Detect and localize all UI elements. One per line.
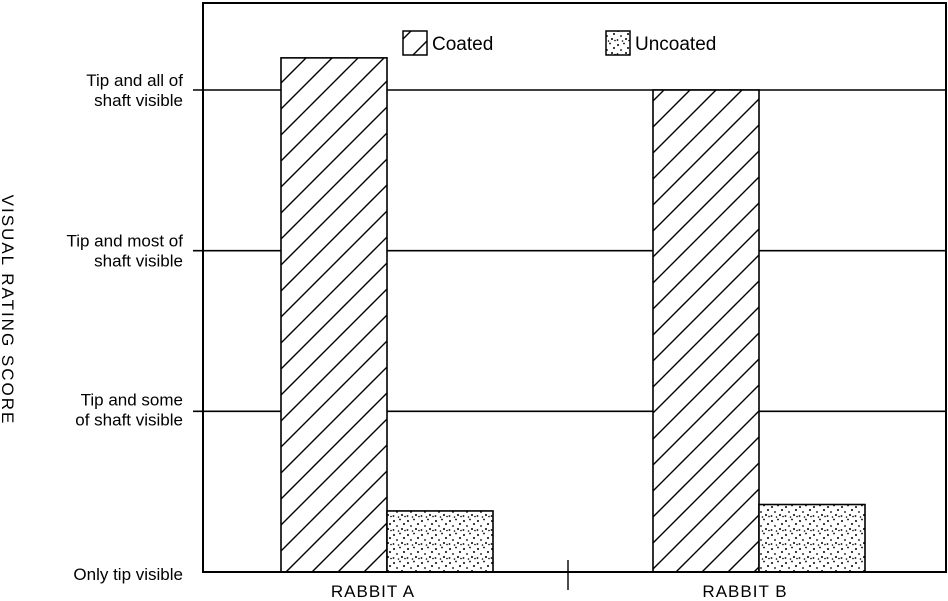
x-category-label: RABBIT B (702, 582, 787, 601)
bar-coated-rabbit-b (653, 90, 759, 572)
legend-item-uncoated: Uncoated (606, 31, 716, 55)
y-tick-label: Tip and all of (86, 71, 183, 90)
y-tick-label: shaft visible (94, 91, 183, 110)
legend-label-uncoated: Uncoated (635, 34, 716, 55)
y-axis-title: VISUAL RATING SCORE (0, 195, 17, 426)
legend-item-coated: Coated (403, 31, 493, 55)
legend: Coated Uncoated (403, 31, 716, 55)
y-tick-label: shaft visible (94, 252, 183, 271)
legend-swatch-coated (403, 31, 427, 55)
bar-uncoated-rabbit-b (759, 505, 865, 572)
legend-label-coated: Coated (432, 34, 493, 55)
x-category-label: RABBIT A (331, 582, 415, 601)
bar-coated-rabbit-a (281, 58, 387, 572)
y-tick-label: of shaft visible (75, 410, 183, 429)
y-tick-label: Tip and some (81, 390, 183, 409)
y-tick-label: Only tip visible (73, 565, 183, 584)
bars (281, 58, 865, 572)
y-tick-labels: Only tip visible Tip and someof shaft vis… (66, 71, 183, 584)
legend-swatch-uncoated (606, 31, 630, 55)
bar-uncoated-rabbit-a (387, 511, 493, 572)
y-tick-label: Tip and most of (66, 232, 183, 251)
